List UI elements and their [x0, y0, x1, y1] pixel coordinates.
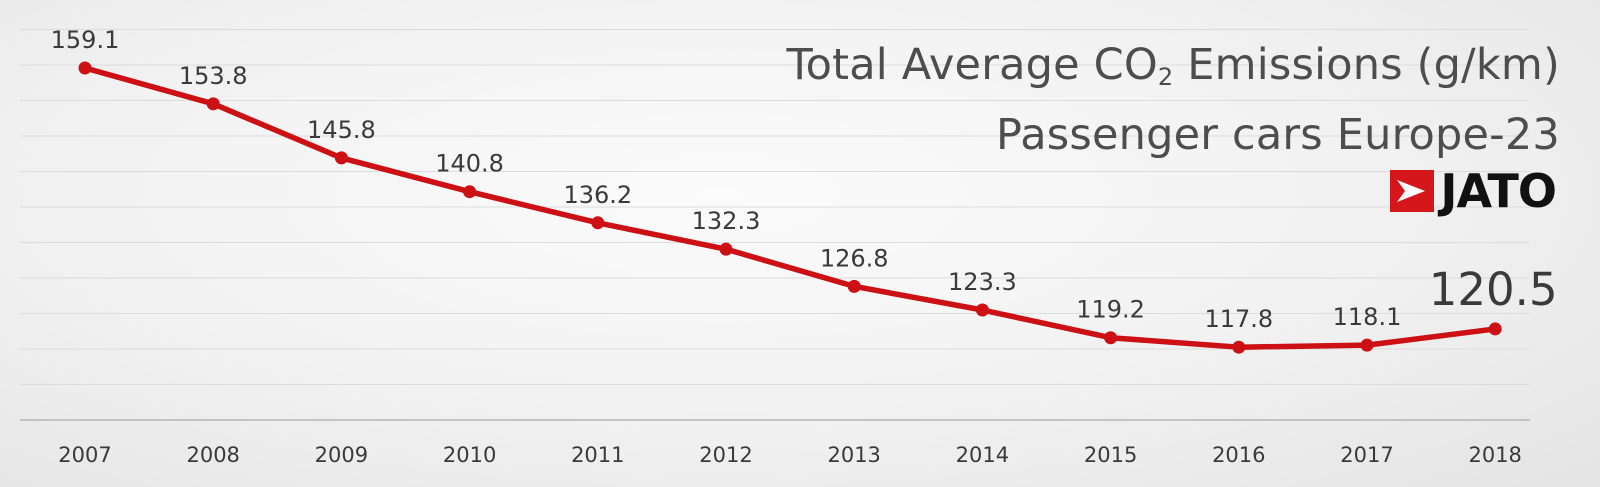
x-tick-label: 2011 [571, 443, 624, 467]
x-tick-label: 2014 [956, 443, 1009, 467]
jato-arrow-icon [1390, 170, 1435, 212]
x-tick-label: 2017 [1340, 443, 1393, 467]
data-label: 123.3 [948, 268, 1017, 296]
data-label: 153.8 [179, 62, 248, 90]
data-label: 119.2 [1076, 296, 1145, 324]
data-point [1360, 338, 1374, 352]
data-label: 145.8 [307, 116, 376, 144]
x-tick-label: 2013 [827, 443, 880, 467]
x-tick-label: 2018 [1468, 443, 1521, 467]
data-point [78, 61, 92, 75]
data-label: 117.8 [1204, 305, 1273, 333]
x-tick-label: 2016 [1212, 443, 1265, 467]
data-label: 132.3 [692, 207, 761, 235]
series-line [82, 65, 1498, 350]
chart-title-line2: Passenger cars Europe-23 [996, 110, 1560, 160]
x-tick-label: 2015 [1084, 443, 1137, 467]
data-label: 159.1 [51, 26, 120, 54]
data-point [1232, 340, 1246, 354]
data-label: 140.8 [435, 150, 504, 178]
x-tick-label: 2007 [58, 443, 111, 467]
data-point [334, 151, 348, 165]
x-tick-label: 2010 [443, 443, 496, 467]
x-tick-label: 2009 [315, 443, 368, 467]
data-label: 136.2 [563, 181, 632, 209]
data-label: 126.8 [820, 244, 889, 272]
chart-title: Total Average CO2 Emissions (g/km) Passe… [787, 36, 1561, 164]
logo-text: JATO [1440, 164, 1557, 218]
data-label: 120.5 [1429, 263, 1558, 316]
chart-title-line1: Total Average CO2 Emissions (g/km) [786, 40, 1560, 91]
data-point [847, 279, 861, 293]
data-point [463, 185, 477, 199]
data-point [206, 97, 220, 111]
data-label: 118.1 [1333, 303, 1402, 331]
data-point [1104, 331, 1118, 345]
x-tick-label: 2008 [186, 443, 239, 467]
data-point [1488, 322, 1502, 336]
data-point [975, 303, 989, 317]
x-tick-label: 2012 [699, 443, 752, 467]
data-point [591, 216, 605, 230]
data-point [719, 242, 733, 256]
jato-logo: JATO [1390, 164, 1557, 218]
